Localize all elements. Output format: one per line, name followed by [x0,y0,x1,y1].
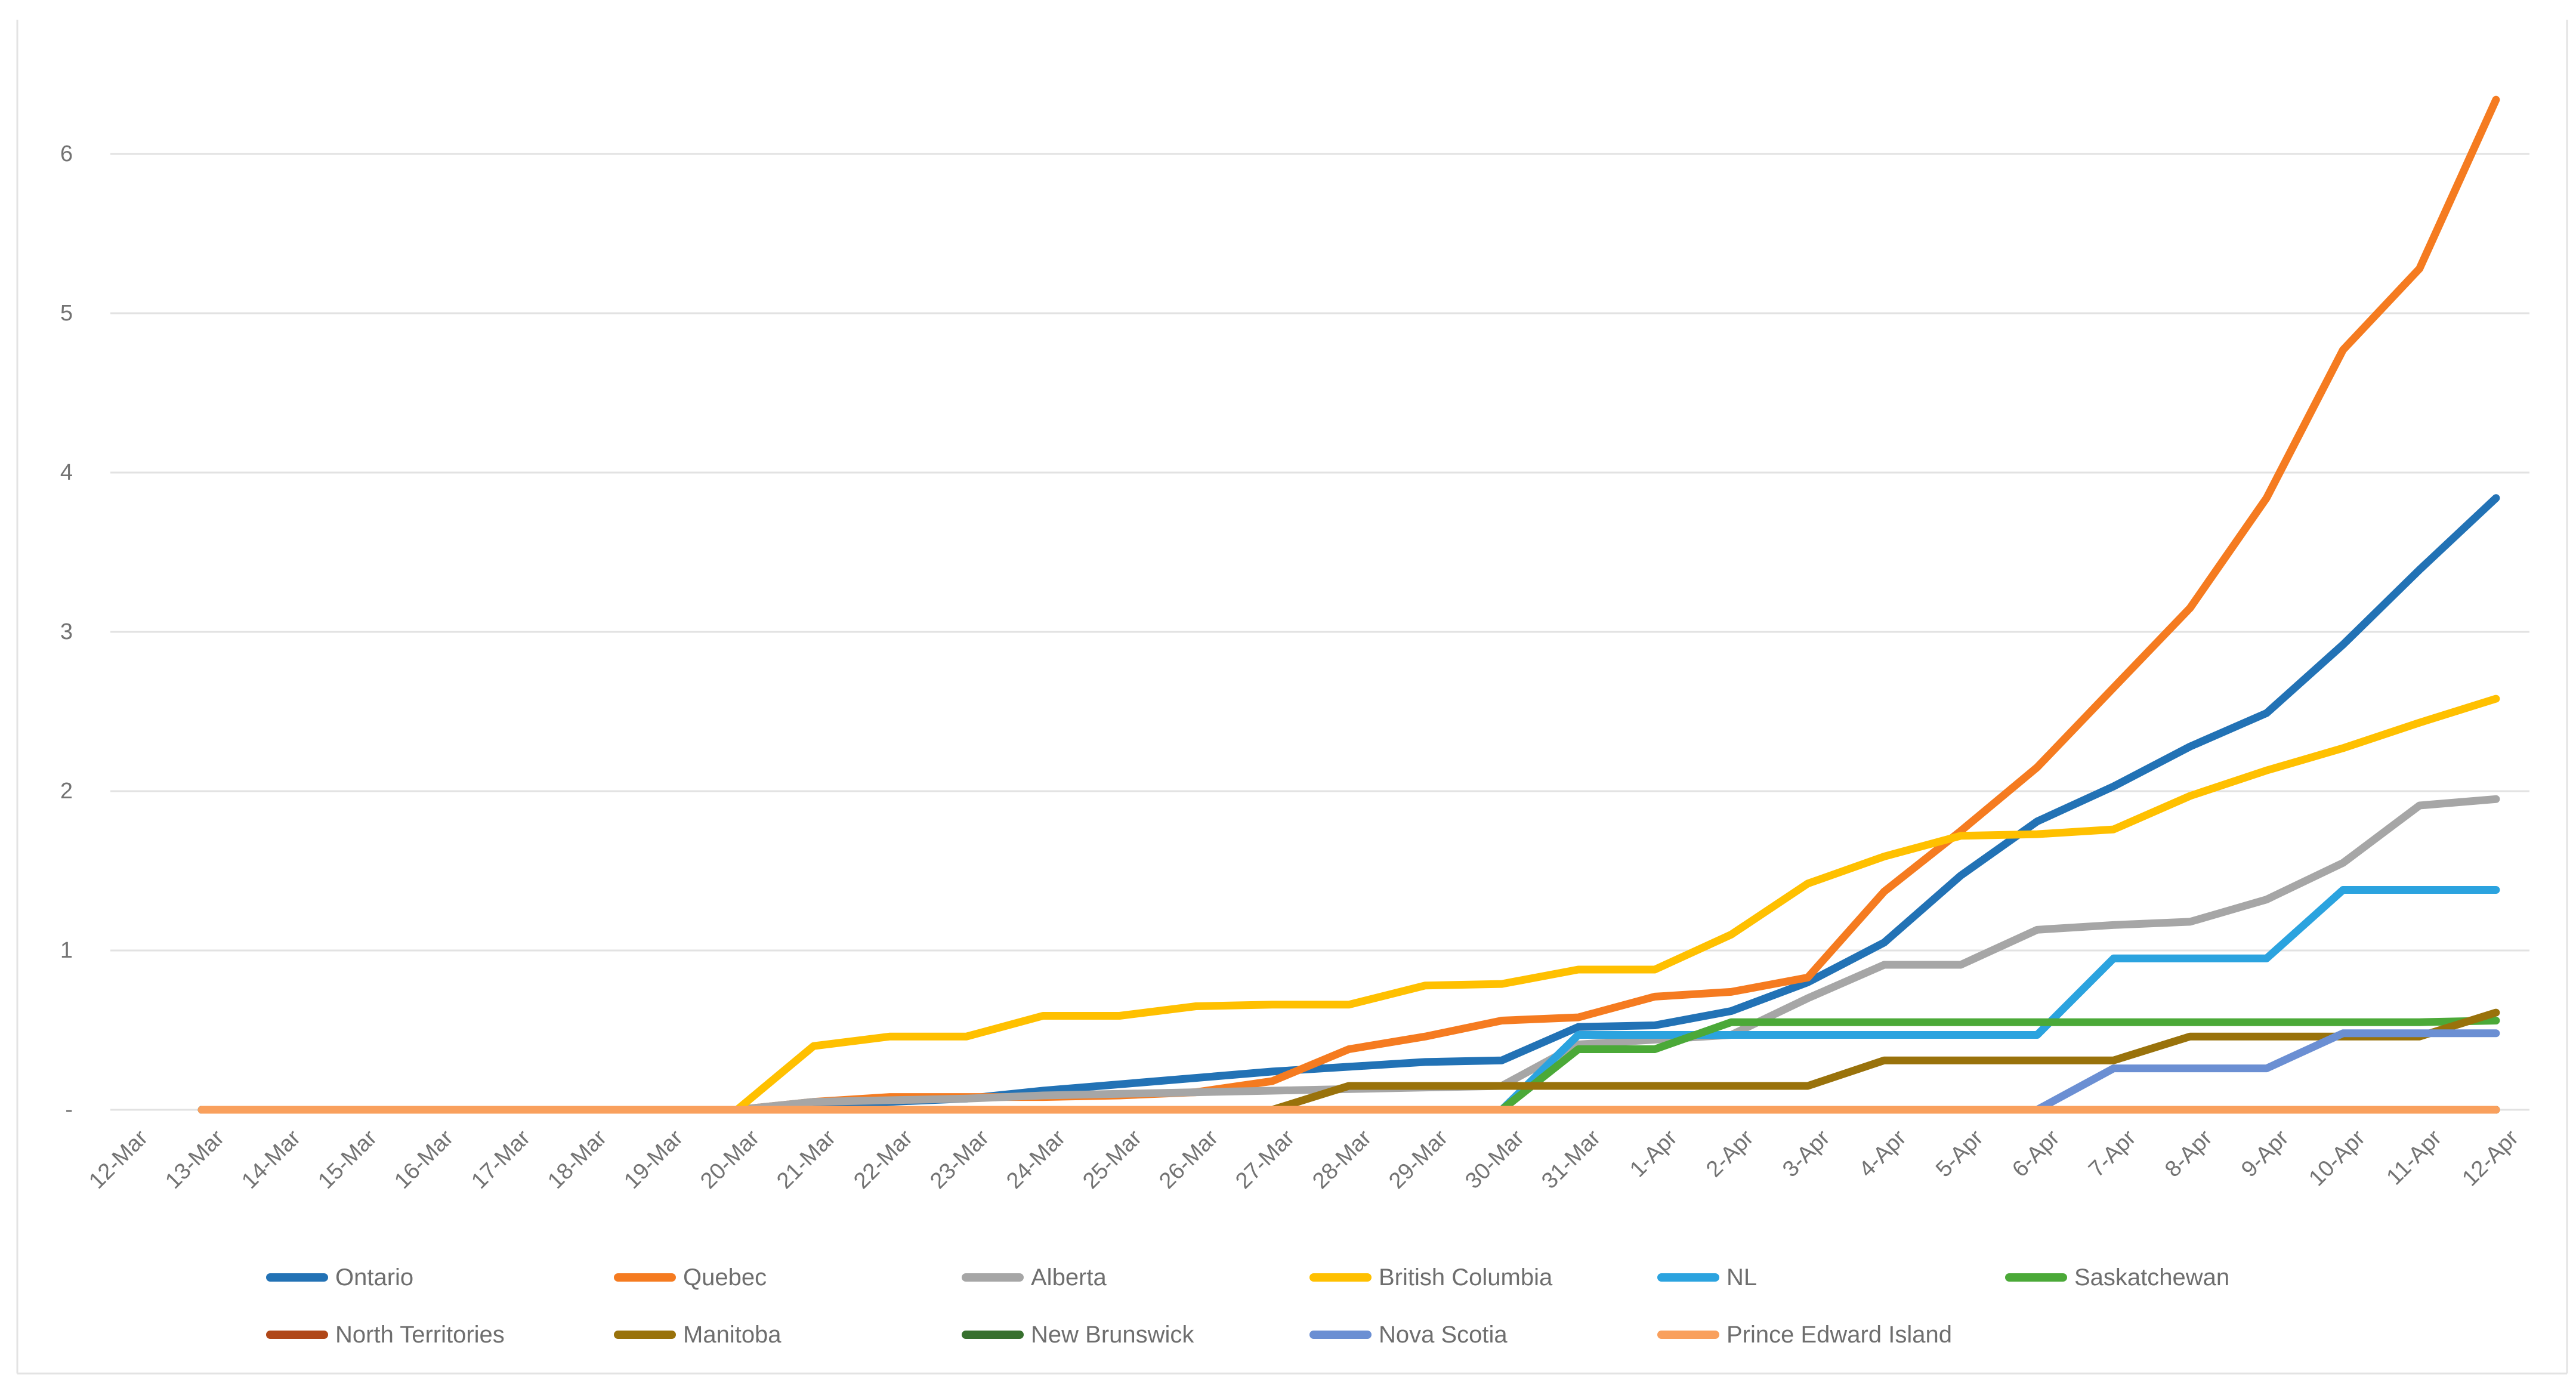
legend-item-saskatchewan: Saskatchewan [2005,1263,2229,1292]
y-tick-label: 4 [60,460,73,485]
legend-label: Nova Scotia [1379,1321,1508,1348]
legend-label: Saskatchewan [2074,1264,2230,1291]
legend-label: Prince Edward Island [1726,1321,1952,1348]
legend-swatch-icon [1309,1331,1372,1339]
legend-label: New Brunswick [1031,1321,1194,1348]
legend-item-prince-edward-island: Prince Edward Island [1657,1320,1952,1350]
y-tick-label: 6 [60,141,73,166]
legend-label: Manitoba [683,1321,782,1348]
y-tick-label: - [65,1097,73,1122]
legend-swatch-icon [614,1273,676,1282]
legend-swatch-icon [614,1331,676,1339]
legend-item-british-columbia: British Columbia [1309,1263,1552,1292]
series-line-manitoba [197,1008,2500,1114]
legend-label: North Territories [335,1321,505,1348]
legend-item-north-territories: North Territories [266,1320,505,1350]
y-tick-label: 1 [60,938,73,963]
legend-item-new-brunswick: New Brunswick [962,1320,1194,1350]
legend-item-nova-scotia: Nova Scotia [1309,1320,1508,1350]
legend-swatch-icon [2005,1273,2067,1282]
legend-label: Alberta [1031,1264,1107,1291]
series-line-ontario [197,494,2500,1114]
legend-label: NL [1726,1264,1758,1291]
legend-item-alberta: Alberta [962,1263,1107,1292]
legend-swatch-icon [1657,1331,1719,1339]
legend-item-manitoba: Manitoba [614,1320,782,1350]
legend-swatch-icon [962,1331,1024,1339]
legend-swatch-icon [266,1331,328,1339]
legend-swatch-icon [1657,1273,1719,1282]
legend-label: Quebec [683,1264,767,1291]
y-tick-label: 3 [60,619,73,644]
legend-item-ontario: Ontario [266,1263,413,1292]
y-tick-label: 2 [60,779,73,804]
legend-swatch-icon [266,1273,328,1282]
y-tick-label: 5 [60,301,73,326]
legend-label: Ontario [335,1264,414,1291]
legend-swatch-icon [962,1273,1024,1282]
legend-label: British Columbia [1379,1264,1553,1291]
legend-swatch-icon [1309,1273,1372,1282]
legend-item-quebec: Quebec [614,1263,767,1292]
legend-item-nl: NL [1657,1263,1757,1292]
